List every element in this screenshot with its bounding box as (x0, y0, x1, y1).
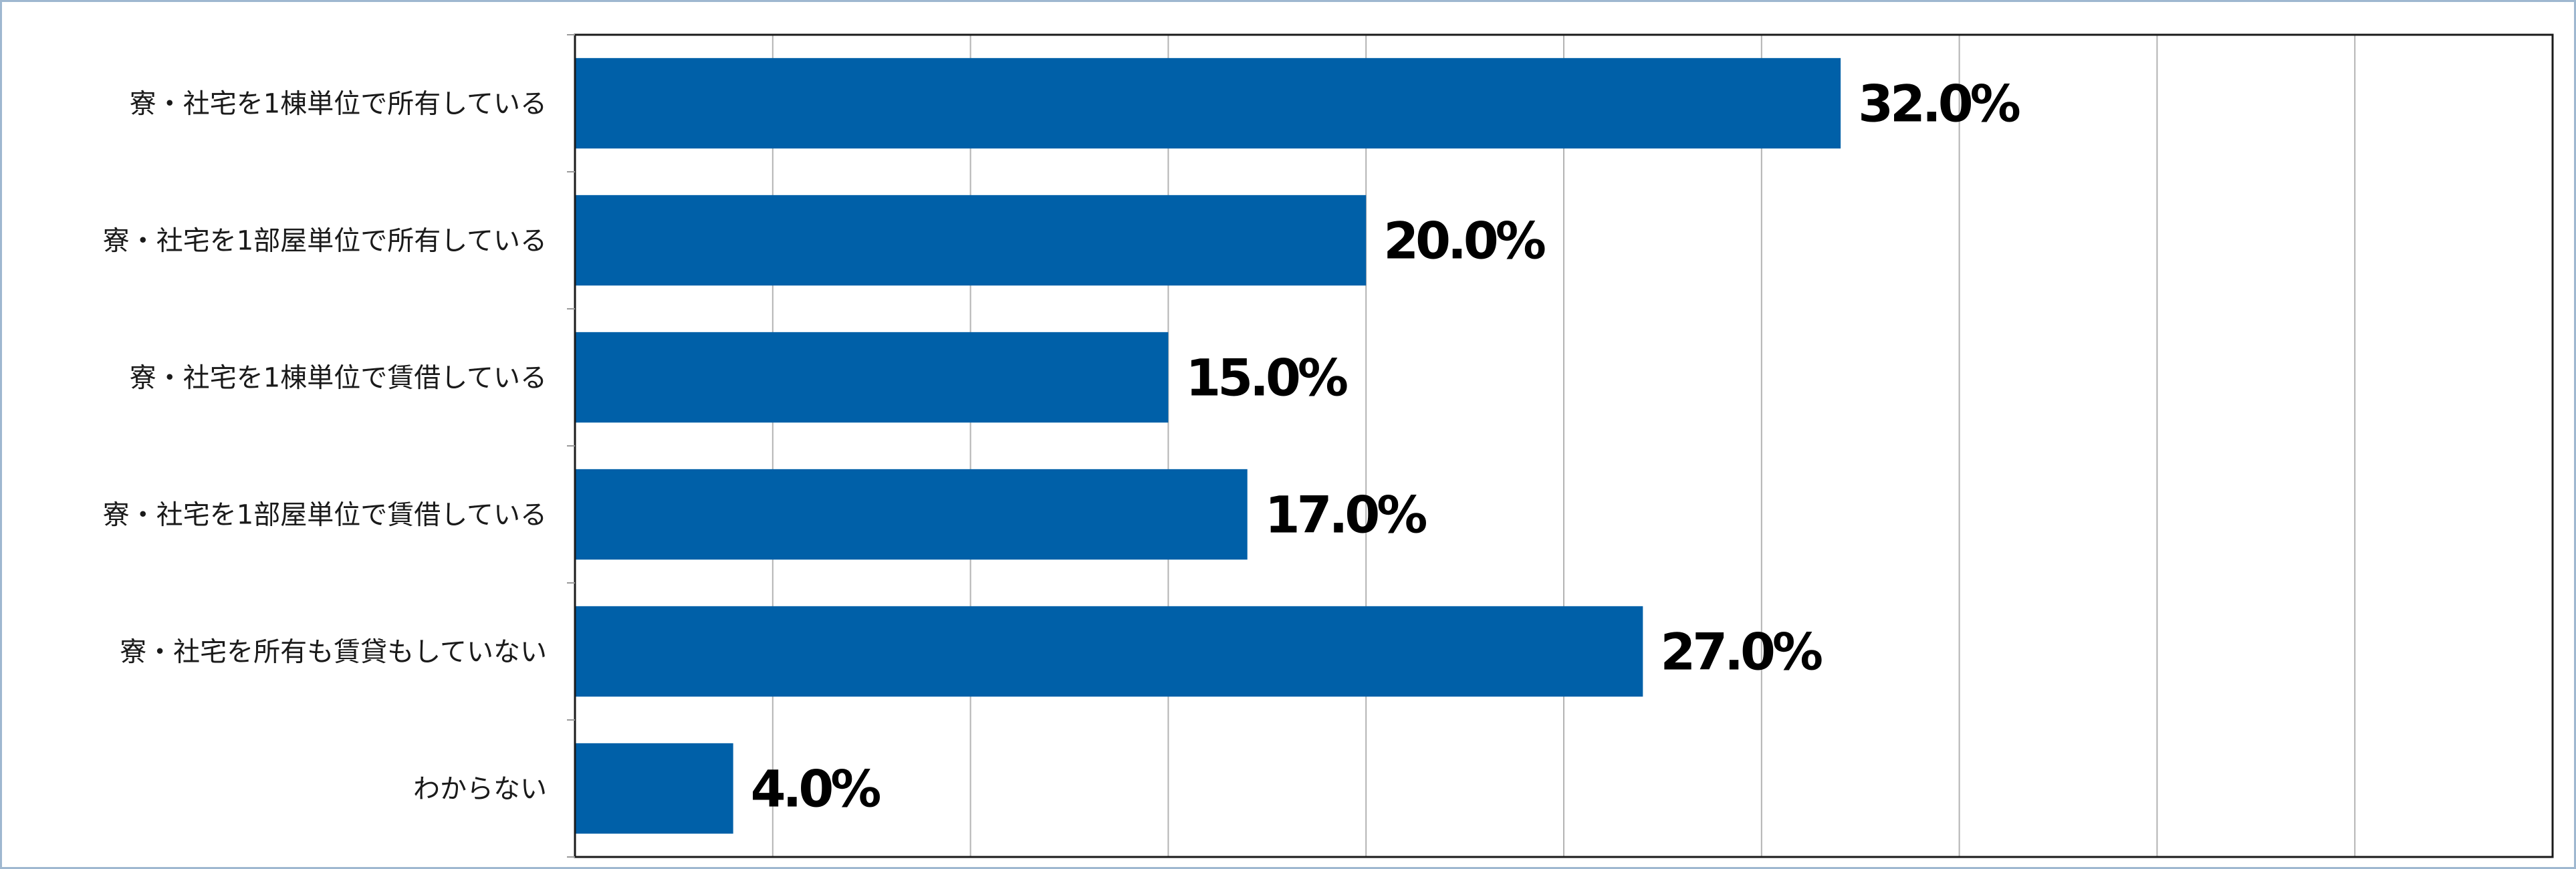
value-label: 17.0% (1265, 485, 1427, 545)
category-label: 寮・社宅を所有も賃貸もしていない (120, 637, 547, 668)
bar (575, 606, 1643, 697)
bar (575, 743, 733, 834)
gridlines (772, 35, 2356, 857)
category-labels: 寮・社宅を1棟単位で所有している寮・社宅を1部屋単位で所有している寮・社宅を1棟… (103, 89, 547, 805)
value-labels: 32.0% 20.0% 15.0% 17.0% 27.0% 4.0% (751, 74, 2023, 819)
category-label: 寮・社宅を1部屋単位で所有している (103, 226, 547, 257)
category-ticks (567, 34, 575, 858)
bars (575, 57, 1841, 834)
value-label: 27.0% (1660, 622, 1822, 682)
category-label: 寮・社宅を1棟単位で賃借している (130, 363, 547, 394)
bar (575, 469, 1248, 560)
value-label: 4.0% (751, 759, 881, 819)
category-label: わからない (413, 774, 547, 805)
value-label: 32.0% (1858, 74, 2020, 134)
bar (575, 332, 1169, 423)
category-label: 寮・社宅を1部屋単位で賃借している (103, 500, 547, 531)
value-label: 20.0% (1383, 211, 1545, 271)
bar (575, 195, 1367, 286)
bar (575, 57, 1841, 149)
category-label: 寮・社宅を1棟単位で所有している (130, 89, 547, 120)
value-label: 15.0% (1185, 348, 1347, 408)
